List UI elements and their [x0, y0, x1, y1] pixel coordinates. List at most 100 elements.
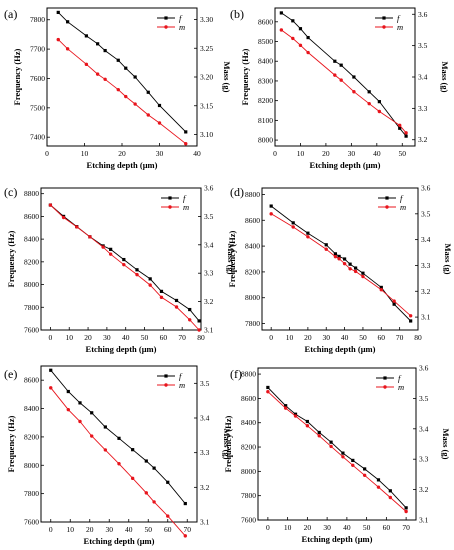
- series-f-point: [339, 63, 343, 67]
- series-f-point: [66, 389, 70, 394]
- y-right-tick-label: 3.5: [421, 209, 431, 218]
- y-left-tick-label: 7800: [30, 15, 45, 24]
- series-f-point: [124, 66, 128, 70]
- x-tick-label: 0: [45, 149, 49, 158]
- series-f-point: [109, 247, 113, 251]
- x-tick-label: 50: [145, 525, 153, 534]
- y-right-axis-title: Mass (g): [226, 244, 236, 275]
- x-tick-label: 60: [383, 523, 391, 532]
- series-m-point: [388, 495, 393, 500]
- y-right-axis-title: Mass (g): [441, 429, 451, 460]
- series-f-point: [367, 90, 371, 94]
- legend-m-label: m: [400, 202, 406, 212]
- y-left-tick-label: 8600: [24, 212, 39, 221]
- series-f-point: [333, 59, 337, 63]
- series-m-point: [184, 142, 188, 146]
- panel-label: (d): [230, 185, 244, 199]
- y-right-tick-label: 3.6: [421, 184, 431, 193]
- legend-f-marker: [168, 196, 172, 200]
- series-m-point: [116, 87, 120, 92]
- series-f-point: [56, 10, 60, 15]
- series-m-point: [157, 121, 162, 125]
- series-f-point: [354, 266, 358, 270]
- series-f-point: [284, 404, 288, 408]
- series-m-line: [57, 39, 187, 145]
- x-axis-title: Etching depth (μm): [310, 160, 381, 170]
- series-m-point: [408, 314, 413, 318]
- series-f-point: [103, 425, 107, 429]
- series-m-point: [90, 434, 94, 438]
- series-m-point: [317, 434, 321, 438]
- legend-m-label: m: [397, 22, 403, 32]
- series-f-point: [377, 100, 381, 104]
- series-m-point: [404, 509, 408, 514]
- y-left-tick-label: 7400: [30, 133, 45, 142]
- series-f-point: [157, 103, 162, 108]
- series-m-point: [324, 247, 328, 251]
- series-m-point: [352, 90, 356, 94]
- panel-a: (a) 0 10 20 30 40 7400 7500 7600 7700 7800 3.10 3.15…: [4, 7, 232, 170]
- x-tick-label: 0: [266, 523, 270, 532]
- x-tick-label: 50: [363, 523, 371, 532]
- series-m-point: [56, 37, 60, 42]
- series-m-point: [353, 269, 358, 274]
- series-f-point: [49, 368, 53, 372]
- legend-f-marker: [164, 16, 168, 20]
- x-tick-label: 50: [399, 149, 407, 158]
- series-m-line: [50, 387, 186, 537]
- y-right-tick-label: 3.25: [200, 44, 213, 53]
- series-m-point: [333, 73, 337, 77]
- series-f-point: [266, 385, 270, 390]
- series-m-point: [279, 28, 284, 32]
- x-tick-label: 0: [49, 333, 53, 342]
- series-m-point: [117, 462, 121, 466]
- x-axis-title: Etching depth (μm): [86, 344, 157, 354]
- y-right-tick-label: 3.3: [419, 455, 429, 464]
- series-m-point: [122, 262, 126, 267]
- series-f-point: [392, 302, 396, 306]
- x-axis-title: Etching depth (μm): [302, 534, 373, 544]
- y-left-tick-label: 8200: [24, 257, 39, 266]
- legend-m-marker: [168, 205, 172, 209]
- y-left-tick-label: 8300: [258, 76, 273, 85]
- series-m-point: [61, 215, 66, 220]
- y-left-tick-label: 8600: [24, 376, 39, 385]
- series-m-point: [348, 267, 352, 271]
- y-right-tick-label: 3.6: [418, 10, 428, 19]
- series-m-point: [298, 43, 303, 48]
- x-tick-label: 0: [269, 333, 273, 342]
- x-tick-label: 50: [359, 333, 367, 342]
- series-m-point: [392, 299, 396, 303]
- panel-f: (f) 0 10 20 30 40 50 60 70 7600 7800 8000 8200 8400 86…: [223, 364, 451, 545]
- y-right-tick-label: 3.4: [421, 235, 431, 244]
- series-m-point: [78, 419, 82, 424]
- series-m-point: [188, 318, 192, 322]
- series-f-point: [306, 35, 310, 40]
- series-m-point: [152, 500, 156, 504]
- series-f-point: [388, 489, 392, 493]
- series-f-point: [152, 466, 156, 470]
- series-f-point: [404, 506, 408, 510]
- y-right-tick-label: 3.3: [421, 261, 431, 270]
- y-right-tick-label: 3.6: [204, 184, 214, 193]
- y-right-tick-label: 3.5: [419, 394, 429, 403]
- panel-label: (a): [4, 7, 17, 21]
- y-right-axis-title: Mass (g): [440, 62, 450, 93]
- series-f-point: [363, 467, 367, 471]
- series-f-point: [122, 257, 126, 262]
- series-m-point: [95, 72, 100, 76]
- x-tick-label: 10: [284, 523, 292, 532]
- series-m-point: [339, 78, 343, 82]
- panel-label: (f): [230, 367, 242, 381]
- series-m-point: [133, 102, 137, 106]
- legend-f-marker: [383, 376, 387, 380]
- x-tick-label: 40: [373, 149, 381, 158]
- series-m-point: [75, 225, 79, 229]
- y-left-tick-label: 8400: [258, 57, 273, 66]
- series-m-point: [291, 225, 295, 229]
- x-tick-label: 60: [378, 333, 386, 342]
- series-f-line: [281, 12, 407, 137]
- y-left-tick-label: 8000: [24, 280, 39, 289]
- series-f-point: [135, 268, 139, 272]
